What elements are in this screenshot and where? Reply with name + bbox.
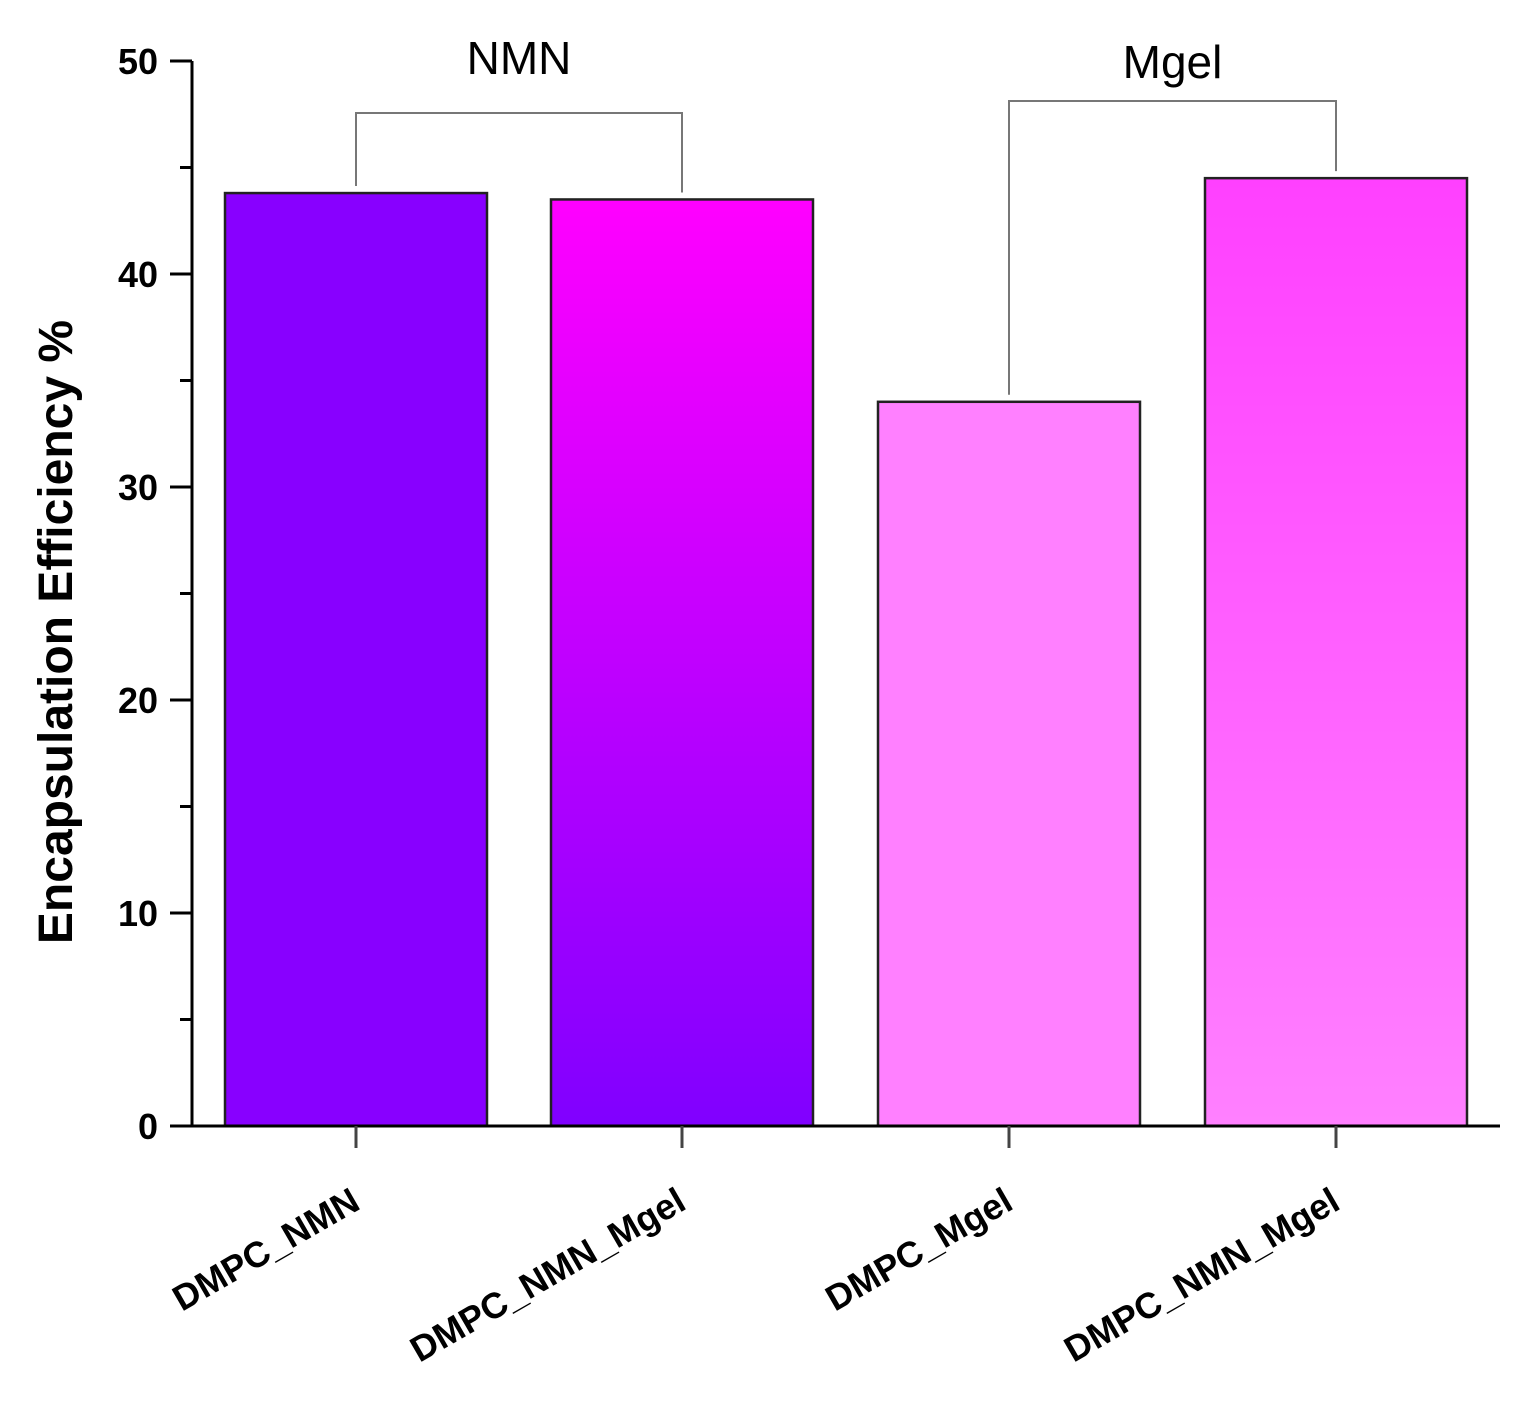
y-tick-label: 20 bbox=[118, 680, 158, 721]
x-category-label: DMPC_NMN bbox=[165, 1179, 366, 1319]
y-tick-label: 30 bbox=[118, 467, 158, 508]
bars-layer bbox=[223, 176, 1469, 1128]
bar-3 bbox=[876, 400, 1142, 1128]
x-category-label: DMPC_NMN_Mgel bbox=[403, 1179, 692, 1370]
bracket-label-nmn: NMN bbox=[467, 32, 572, 84]
bracket-mgel bbox=[1008, 100, 1337, 395]
bar-2 bbox=[549, 198, 815, 1128]
y-tick-label: 0 bbox=[138, 1106, 158, 1147]
bar-4 bbox=[1203, 176, 1469, 1128]
bracket-label-mgel: Mgel bbox=[1123, 36, 1223, 88]
axes-layer bbox=[170, 59, 1500, 1148]
x-category-label: DMPC_NMN_Mgel bbox=[1057, 1179, 1346, 1370]
brackets-layer: NMN Mgel bbox=[355, 32, 1337, 395]
x-category-label: DMPC_Mgel bbox=[818, 1179, 1019, 1319]
bar-1 bbox=[223, 191, 489, 1128]
bracket-nmn bbox=[355, 112, 683, 193]
y-tick-label: 40 bbox=[118, 254, 158, 295]
y-axis-label: Encapsulation Efficiency % bbox=[30, 320, 83, 944]
y-tick-label: 50 bbox=[118, 41, 158, 82]
y-tick-label: 10 bbox=[118, 893, 158, 934]
